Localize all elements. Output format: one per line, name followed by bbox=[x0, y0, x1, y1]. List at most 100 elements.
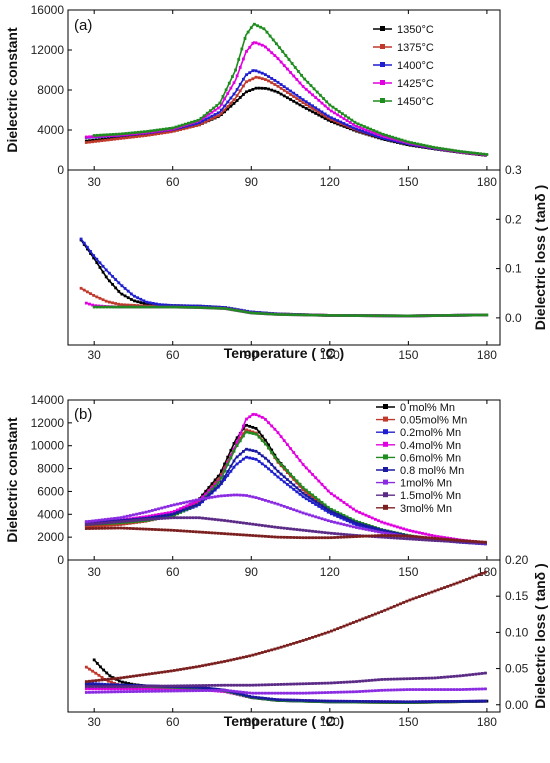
data-point bbox=[176, 512, 179, 516]
data-point bbox=[216, 481, 220, 485]
data-point bbox=[311, 635, 314, 639]
data-point bbox=[91, 669, 95, 673]
data-point bbox=[292, 476, 296, 479]
data-point bbox=[314, 515, 318, 519]
data-point bbox=[358, 128, 362, 132]
data-point bbox=[476, 152, 479, 155]
x-tick-label-mid: 150 bbox=[398, 175, 418, 189]
data-point bbox=[229, 519, 233, 523]
data-point bbox=[226, 474, 230, 477]
data-point bbox=[307, 108, 311, 112]
data-point bbox=[345, 533, 349, 537]
data-point bbox=[389, 136, 393, 140]
data-point bbox=[279, 472, 283, 476]
data-point bbox=[242, 93, 245, 96]
data-point bbox=[276, 90, 280, 94]
data-point bbox=[108, 305, 112, 309]
data-point bbox=[471, 687, 475, 691]
data-point bbox=[373, 678, 377, 682]
data-point bbox=[325, 313, 329, 317]
data-point bbox=[220, 683, 223, 687]
data-point bbox=[260, 696, 264, 700]
data-point bbox=[282, 504, 286, 508]
data-point bbox=[128, 519, 132, 523]
data-point bbox=[128, 514, 132, 517]
data-point bbox=[367, 515, 371, 518]
data-point bbox=[303, 313, 307, 317]
data-point bbox=[141, 684, 145, 688]
data-point bbox=[254, 695, 258, 699]
data-point bbox=[345, 517, 349, 521]
data-point bbox=[282, 480, 286, 484]
data-point bbox=[111, 133, 115, 136]
data-point bbox=[441, 314, 445, 317]
data-point bbox=[298, 484, 302, 488]
data-point bbox=[110, 687, 113, 691]
data-point bbox=[267, 683, 270, 687]
data-point bbox=[380, 678, 384, 681]
data-point bbox=[111, 282, 114, 286]
data-point bbox=[119, 523, 123, 526]
data-point bbox=[329, 691, 333, 694]
data-point bbox=[438, 146, 442, 150]
data-point bbox=[364, 679, 368, 683]
data-point bbox=[439, 539, 443, 543]
data-point bbox=[479, 313, 483, 317]
data-point bbox=[474, 574, 478, 578]
data-point bbox=[213, 481, 217, 485]
data-point bbox=[336, 690, 340, 694]
data-point bbox=[119, 683, 123, 687]
data-point bbox=[121, 132, 124, 136]
data-point bbox=[84, 691, 88, 694]
data-point bbox=[254, 432, 258, 436]
data-point bbox=[312, 87, 316, 91]
data-point bbox=[194, 685, 198, 689]
data-point bbox=[213, 683, 217, 687]
data-point bbox=[273, 698, 277, 701]
data-point bbox=[414, 535, 418, 539]
y2-tick-label: 0.05 bbox=[505, 662, 529, 676]
data-point bbox=[399, 536, 402, 540]
data-point bbox=[88, 525, 91, 529]
data-point bbox=[144, 689, 148, 693]
data-point bbox=[99, 133, 102, 137]
data-point bbox=[154, 513, 157, 517]
data-point bbox=[235, 88, 239, 91]
data-point bbox=[264, 438, 267, 442]
data-point bbox=[436, 676, 440, 680]
data-point bbox=[270, 500, 274, 504]
data-point bbox=[370, 689, 374, 693]
data-point bbox=[169, 513, 173, 516]
data-point bbox=[150, 684, 154, 688]
data-point bbox=[235, 440, 239, 444]
data-point bbox=[229, 683, 233, 687]
data-point bbox=[141, 515, 145, 519]
data-point bbox=[295, 78, 299, 81]
data-point bbox=[458, 539, 462, 542]
data-point bbox=[370, 529, 374, 533]
data-point bbox=[339, 516, 343, 520]
data-point bbox=[257, 42, 261, 46]
data-point bbox=[307, 682, 311, 686]
data-point bbox=[322, 313, 325, 317]
data-point bbox=[358, 524, 362, 527]
data-point bbox=[110, 138, 113, 141]
data-point bbox=[333, 520, 336, 524]
data-point bbox=[114, 302, 118, 305]
data-point bbox=[245, 455, 248, 459]
data-point bbox=[106, 690, 110, 694]
data-point bbox=[160, 131, 164, 135]
data-point bbox=[439, 537, 443, 541]
data-point bbox=[198, 516, 201, 520]
data-point bbox=[389, 700, 393, 704]
data-point bbox=[281, 313, 285, 316]
data-point bbox=[105, 305, 109, 309]
data-point bbox=[282, 475, 286, 479]
data-point bbox=[168, 305, 171, 309]
data-point bbox=[97, 687, 101, 691]
data-point bbox=[386, 534, 390, 537]
data-point bbox=[125, 522, 129, 526]
data-point bbox=[306, 80, 310, 84]
data-point bbox=[380, 520, 384, 524]
data-point bbox=[198, 502, 201, 505]
